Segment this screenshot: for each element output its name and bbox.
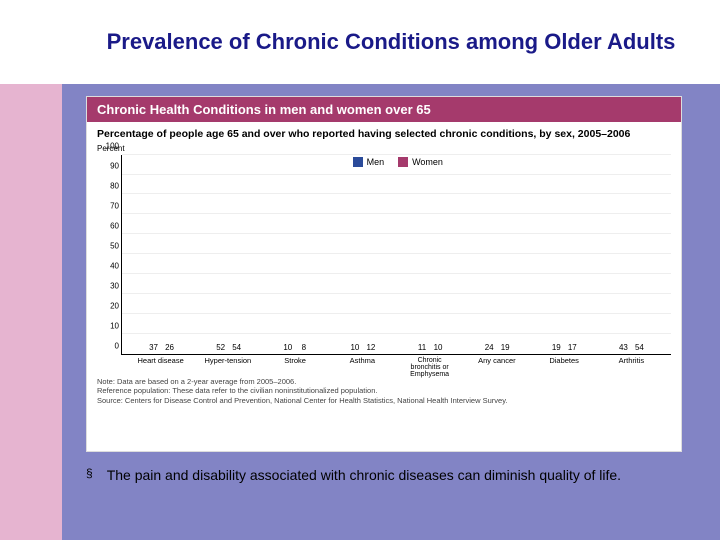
y-tick: 90 (110, 161, 119, 170)
grid-line (122, 193, 671, 194)
bullet-row: § The pain and disability associated wit… (86, 466, 696, 485)
bar-value: 54 (232, 343, 241, 352)
bar-value: 26 (165, 343, 174, 352)
x-label: Any cancer (473, 355, 521, 371)
bar-value: 17 (568, 343, 577, 352)
bar-value: 10 (283, 343, 292, 352)
x-label: Diabetes (540, 355, 588, 371)
bar-value: 19 (501, 343, 510, 352)
y-tick: 30 (110, 281, 119, 290)
grid-line (122, 213, 671, 214)
chart-subtitle: Percentage of people age 65 and over who… (87, 122, 681, 144)
x-label: Arthritis (607, 355, 655, 371)
bar-groups: 37 26 52 54 10 8 10 12 11 10 24 19 19 17 43 54 (122, 155, 671, 354)
bar-value: 11 (418, 343, 426, 352)
footnote-line: Source: Centers for Disease Control and … (97, 396, 671, 406)
bullet-marker: § (86, 466, 93, 482)
chart-panel: Chronic Health Conditions in men and wom… (86, 96, 682, 452)
y-tick: 70 (110, 201, 119, 210)
y-tick: 20 (110, 301, 119, 310)
bar-value: 24 (485, 343, 494, 352)
chart-footnotes: Note: Data are based on a 2-year average… (87, 373, 681, 410)
y-tick: 40 (110, 261, 119, 270)
slide-title: Prevalence of Chronic Conditions among O… (107, 29, 676, 55)
y-tick: 80 (110, 181, 119, 190)
y-axis-label: Percent (87, 144, 681, 153)
bar-value: 43 (619, 343, 628, 352)
grid-line (122, 154, 671, 155)
slide: Prevalence of Chronic Conditions among O… (0, 0, 720, 540)
footnote-line: Note: Data are based on a 2-year average… (97, 377, 671, 387)
bar-value: 37 (149, 343, 158, 352)
grid-line (122, 313, 671, 314)
y-tick: 100 (106, 141, 119, 150)
bar-value: 19 (552, 343, 561, 352)
x-label: Asthma (338, 355, 386, 371)
x-label: Heart disease (137, 355, 185, 371)
plot-area: 0102030405060708090100 Men Women 3726525… (121, 155, 671, 371)
x-label: Chronic bronchitis or Emphysema (406, 355, 454, 371)
footnote-line: Reference population: These data refer t… (97, 386, 671, 396)
grid-line (122, 273, 671, 274)
y-tick: 60 (110, 221, 119, 230)
title-band: Prevalence of Chronic Conditions among O… (62, 0, 720, 84)
chart-header: Chronic Health Conditions in men and wom… (87, 97, 681, 122)
grid-line (122, 174, 671, 175)
corner-box (0, 0, 62, 84)
bullet-text: The pain and disability associated with … (107, 466, 621, 485)
bar-value: 10 (350, 343, 359, 352)
y-tick: 0 (115, 341, 119, 350)
grid-line (122, 293, 671, 294)
grid-line (122, 233, 671, 234)
y-axis: 0102030405060708090100 (97, 155, 121, 355)
bar-value: 52 (216, 343, 225, 352)
grid-line (122, 253, 671, 254)
bar-value: 10 (434, 343, 443, 352)
grid-line (122, 333, 671, 334)
y-tick: 10 (110, 321, 119, 330)
x-axis-labels: Heart disease Hyper-tension Stroke Asthma Ch… (121, 355, 671, 371)
plot: Men Women 372652541081012111024191917435… (121, 155, 671, 355)
bar-value: 12 (366, 343, 375, 352)
x-label: Stroke (271, 355, 319, 371)
y-tick: 50 (110, 241, 119, 250)
bar-value: 54 (635, 343, 644, 352)
x-label: Hyper-tension (204, 355, 252, 371)
bar-value: 8 (302, 343, 306, 352)
